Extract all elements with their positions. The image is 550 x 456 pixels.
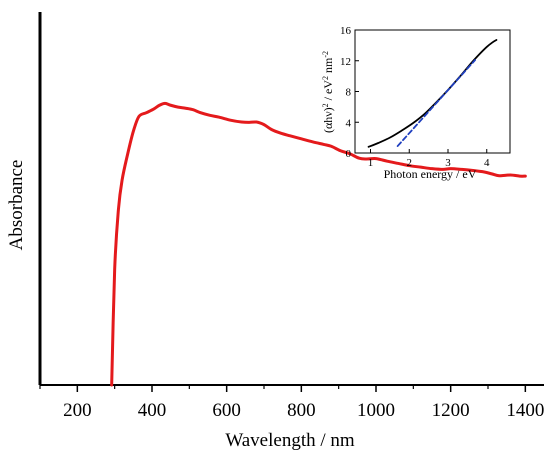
inset-x-tick-label: 1 bbox=[368, 157, 374, 169]
inset-ylabel-exp1: 2 bbox=[321, 103, 330, 107]
inset-x-axis-title: Photon energy / eV bbox=[384, 167, 477, 181]
main-x-tick-label: 1000 bbox=[357, 400, 395, 421]
inset-frame bbox=[354, 29, 511, 154]
inset-x-tick-label: 4 bbox=[484, 157, 490, 169]
inset-y-tick-label: 8 bbox=[346, 87, 352, 99]
main-x-tick-label: 800 bbox=[287, 400, 316, 421]
main-series-line-0 bbox=[110, 101, 527, 387]
inset-x-ticks: 1 2 3 4 bbox=[368, 149, 490, 169]
main-x-tick-label: 600 bbox=[212, 400, 241, 421]
main-x-ticks: 200 400 600 800 1000 1200 1400 bbox=[39, 385, 544, 421]
main-x-tick-label: 200 bbox=[63, 400, 92, 421]
inset-series bbox=[367, 39, 498, 148]
inset-ylabel-pre: (αhν) bbox=[321, 107, 335, 133]
inset-y-tick-label: 16 bbox=[340, 25, 352, 37]
inset-y-tick-label: 0 bbox=[346, 148, 352, 160]
inset-series-line bbox=[367, 39, 498, 148]
main-plot: 200 400 600 800 1000 1200 1400 Wavelength / nm… bbox=[6, 12, 544, 451]
inset-ylabel-exp3: -2 bbox=[321, 51, 330, 58]
inset-tangent-line bbox=[396, 59, 477, 147]
inset-ylabel-mid: / eV bbox=[321, 80, 335, 104]
inset-x-tick-label: 3 bbox=[445, 157, 451, 169]
main-x-tick-label: 400 bbox=[138, 400, 167, 421]
inset-y-tick-label: 4 bbox=[346, 117, 352, 129]
inset-y-tick-label: 12 bbox=[340, 56, 351, 68]
inset-y-ticks: 0 4 8 12 16 bbox=[340, 25, 359, 160]
inset-ylabel-mid2: nm bbox=[321, 57, 335, 76]
inset-x-tick-label: 2 bbox=[407, 157, 413, 169]
main-x-tick-label: 1400 bbox=[506, 400, 544, 421]
inset-y-axis-title: (αhν)2 / eV2 nm-2 bbox=[321, 51, 336, 133]
main-y-axis-title: Absorbance bbox=[6, 160, 27, 251]
main-series bbox=[110, 101, 527, 387]
main-x-tick-label: 1200 bbox=[432, 400, 470, 421]
inset-ylabel-exp2: 2 bbox=[321, 76, 330, 80]
main-x-axis-title: Wavelength / nm bbox=[225, 430, 355, 451]
